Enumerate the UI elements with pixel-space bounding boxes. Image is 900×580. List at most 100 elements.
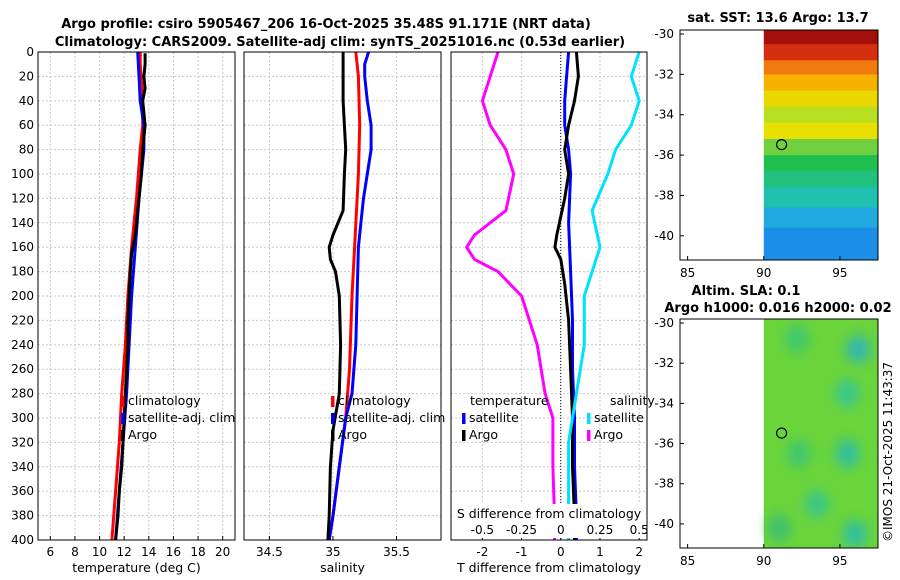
y-tick-label: 240 (11, 338, 34, 352)
plot-frame (37, 51, 236, 541)
x-tick-label: 16 (166, 545, 181, 559)
series-line-salinity-satellite (567, 51, 641, 540)
map-x-tick-label: 90 (756, 554, 771, 568)
sst-band (763, 44, 878, 61)
map-y-tick-label: -36 (654, 148, 674, 162)
legend-label: Argo (338, 427, 367, 442)
s-axis-bg (452, 504, 646, 538)
map-field (763, 319, 878, 548)
s-axis-label: S difference from climatology (457, 506, 642, 521)
x-tick-label: 10 (92, 545, 107, 559)
x-tick-label: 35 (325, 545, 340, 559)
x-tick-label: 8 (71, 545, 79, 559)
x-tick-label: 12 (117, 545, 132, 559)
legend-label: Argo (594, 427, 623, 442)
x-tick-label: 34.5 (256, 545, 283, 559)
sst-band (763, 155, 878, 172)
map-x-tick-label: 85 (680, 266, 695, 280)
x-tick-label: 18 (190, 545, 205, 559)
map-y-tick-label: -32 (654, 67, 674, 81)
x-axis-label: salinity (320, 560, 365, 575)
x-axis-label: T difference from climatology (456, 560, 642, 575)
legend-swatch (587, 430, 591, 441)
map-x-tick-label: 95 (832, 554, 847, 568)
legend-label: satellite (469, 410, 519, 425)
y-tick-label: 400 (11, 533, 34, 547)
series-line-temperature-argo (553, 51, 580, 540)
sla-map: Altim. SLA: 0.1 Argo h1000: 0.016 h2000: … (654, 284, 891, 568)
legend-label: climatology (128, 393, 201, 408)
map-y-tick-label: -38 (654, 477, 674, 491)
legend-label: Argo (128, 427, 157, 442)
sst-band (763, 207, 878, 229)
legend-label: satellite-adj. clim (128, 410, 235, 425)
legend-swatch (462, 430, 466, 441)
argo-location-marker (775, 138, 788, 151)
legend-swatch (462, 413, 466, 424)
y-tick-label: 320 (11, 435, 34, 449)
y-tick-label: 340 (11, 460, 34, 474)
map-frame (679, 29, 879, 261)
legend-title-salinity: salinity (610, 393, 655, 408)
y-tick-label: 100 (11, 167, 34, 181)
map-y-tick-label: -32 (654, 356, 674, 370)
map-y-tick-label: -34 (654, 108, 674, 122)
y-tick-label: 300 (11, 411, 34, 425)
sst-band (763, 106, 878, 124)
temperature-profile-chart: 6 8 10 12 14 16 18 20 temperature (deg C) 0 20 40 60… (11, 45, 236, 575)
sla-map-title: Altim. SLA: 0.1 (692, 284, 801, 299)
map-field (763, 30, 878, 260)
sla-map-subtitle: Argo h1000: 0.016 h2000: 0.02 (664, 301, 891, 316)
y-tick-label: 80 (19, 143, 34, 157)
argo-location-marker (775, 427, 788, 439)
y-tick-label: 20 (19, 69, 34, 83)
y-tick-label: 280 (11, 387, 34, 401)
sla-anomaly (785, 325, 810, 354)
s-tick-label: 0.5 (630, 523, 649, 537)
x-tick-label: 2 (635, 545, 643, 559)
y-tick-label: 40 (19, 94, 34, 108)
sst-band (763, 60, 878, 75)
y-tick-label: 260 (11, 362, 34, 376)
y-tick-label: 120 (11, 191, 34, 205)
salinity-profile-chart: 34.5 35 35.5 salinity climatology satellite-a… (243, 51, 445, 575)
figure-title-line1: Argo profile: csiro 5905467_206 16-Oct-2… (61, 17, 591, 32)
y-tick-label: 140 (11, 216, 34, 230)
sla-anomaly (846, 335, 871, 364)
sla-anomaly (805, 489, 830, 518)
map-x-tick-label: 90 (756, 266, 771, 280)
sst-band (763, 74, 878, 92)
s-tick-label: 0.25 (587, 523, 614, 537)
sst-band (763, 187, 878, 209)
legend-swatch (121, 396, 125, 407)
figure-title-line2: Climatology: CARS2009. Satellite-adj cli… (55, 35, 625, 50)
x-tick-label: 6 (46, 545, 54, 559)
series-line-argo (114, 53, 147, 541)
y-tick-label: 0 (26, 45, 34, 59)
sla-anomaly (843, 519, 868, 548)
map-frame (679, 318, 879, 549)
y-tick-label: 160 (11, 240, 34, 254)
s-tick-label: -0.25 (506, 523, 537, 537)
sst-map: sat. SST: 13.6 Argo: 13.7 -30 -32 -34 -36 -38… (654, 11, 879, 280)
s-tick-label: -0.5 (471, 523, 494, 537)
y-tick-label: 200 (11, 289, 34, 303)
series-line-salinity-argo (465, 51, 556, 540)
sst-band (763, 171, 878, 188)
sla-anomaly (835, 439, 860, 468)
map-x-tick-label: 95 (832, 266, 847, 280)
map-y-tick-label: -30 (654, 27, 674, 41)
map-y-tick-label: -36 (654, 437, 674, 451)
s-tick-label: 0 (557, 523, 565, 537)
plot-frame (450, 51, 648, 541)
legend-swatch (121, 430, 125, 441)
x-tick-label: 0 (557, 545, 565, 559)
map-y-tick-label: -38 (654, 188, 674, 202)
legend-label: Argo (469, 427, 498, 442)
sst-band (763, 122, 878, 140)
map-y-tick-label: -34 (654, 396, 674, 410)
legend-label: climatology (338, 393, 411, 408)
map-y-tick-label: -40 (654, 229, 674, 243)
sst-map-title: sat. SST: 13.6 Argo: 13.7 (687, 11, 868, 26)
